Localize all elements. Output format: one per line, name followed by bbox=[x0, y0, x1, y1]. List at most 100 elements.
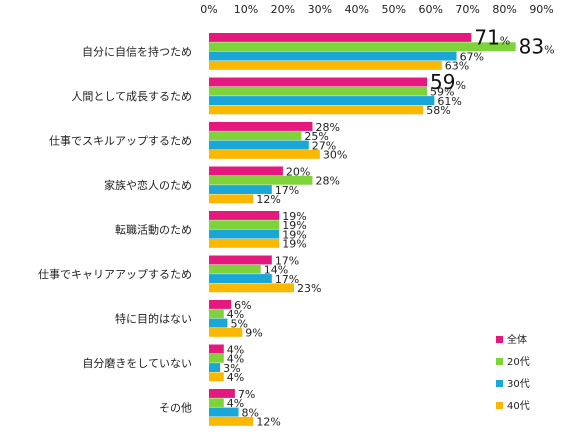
bar bbox=[209, 327, 243, 337]
category-label: 家族や恋人のため bbox=[104, 178, 192, 192]
bars bbox=[209, 33, 516, 426]
data-label: 19% bbox=[282, 219, 306, 232]
x-axis: 0% 10% 20% 30% 40% 50% 60% 70% 80% 90% bbox=[200, 3, 554, 16]
bar bbox=[209, 309, 224, 319]
data-label: 17% bbox=[275, 273, 299, 286]
bar bbox=[209, 149, 320, 159]
bar bbox=[209, 416, 254, 426]
legend-swatch bbox=[496, 380, 503, 387]
x-tick-label: 50% bbox=[382, 3, 406, 16]
data-label: 3% bbox=[223, 362, 240, 375]
bar bbox=[209, 344, 224, 354]
category-labels: 自分に自信を持つため人間として成長するため仕事でスキルアップするため家族や恋人の… bbox=[38, 45, 192, 415]
bar bbox=[209, 238, 280, 248]
data-label: 19% bbox=[282, 228, 306, 241]
bar bbox=[209, 363, 221, 372]
bar bbox=[209, 140, 309, 150]
legend-label: 20代 bbox=[507, 356, 530, 368]
x-tick-label: 10% bbox=[234, 3, 258, 16]
bar bbox=[209, 166, 283, 176]
data-label: 25% bbox=[304, 130, 328, 143]
data-label: 6% bbox=[234, 299, 251, 312]
category-label: 人間として成長するため bbox=[71, 90, 192, 103]
bar bbox=[209, 77, 428, 87]
x-tick-label: 70% bbox=[455, 3, 479, 16]
x-tick-label: 20% bbox=[271, 3, 295, 16]
data-label: 58% bbox=[426, 104, 450, 117]
data-label: 67% bbox=[460, 50, 484, 63]
data-label: 23% bbox=[297, 282, 321, 295]
bar bbox=[209, 220, 280, 230]
data-label: 19% bbox=[282, 238, 306, 251]
data-label: 27% bbox=[312, 139, 336, 152]
legend-swatch bbox=[496, 336, 503, 343]
data-label: 4% bbox=[227, 343, 244, 356]
bar bbox=[209, 229, 280, 239]
data-label: 71% bbox=[474, 25, 510, 49]
data-label: 8% bbox=[242, 406, 259, 419]
bar bbox=[209, 372, 224, 382]
data-label: 19% bbox=[282, 210, 306, 223]
legend: 全体 20代 30代 40代 bbox=[496, 333, 530, 412]
category-label: 仕事でスキルアップするため bbox=[49, 135, 192, 148]
data-label: 9% bbox=[245, 327, 262, 340]
category-label: 自分に自信を持つため bbox=[82, 45, 192, 59]
data-label: 59% bbox=[430, 70, 466, 94]
data-label: 28% bbox=[315, 175, 339, 188]
bar bbox=[209, 131, 302, 141]
x-tick-label: 40% bbox=[345, 3, 369, 16]
bar bbox=[209, 318, 228, 328]
bar bbox=[209, 86, 428, 96]
data-label: 59% bbox=[430, 86, 454, 99]
bar bbox=[209, 194, 254, 204]
data-label: 12% bbox=[256, 193, 280, 206]
bar bbox=[209, 96, 435, 105]
bar bbox=[209, 300, 232, 309]
category-label: 仕事でキャリアアップするため bbox=[38, 268, 192, 281]
data-label: 17% bbox=[275, 184, 299, 197]
data-labels: 71% 83%67%63%59%59%61%58%28%25%27%30%20%2… bbox=[223, 25, 555, 428]
bar bbox=[209, 51, 457, 61]
bar bbox=[209, 60, 442, 70]
data-label: 4% bbox=[227, 308, 244, 321]
x-tick-label: 30% bbox=[308, 3, 332, 16]
data-label: 12% bbox=[256, 416, 280, 429]
data-label: 4% bbox=[227, 371, 244, 384]
category-label: 特に目的はない bbox=[115, 312, 192, 326]
legend-label: 全体 bbox=[507, 333, 527, 346]
bar bbox=[209, 255, 272, 265]
x-tick-label: 60% bbox=[418, 3, 442, 16]
data-label: 83% bbox=[519, 35, 555, 59]
data-label: 4% bbox=[227, 353, 244, 366]
legend-label: 40代 bbox=[507, 400, 530, 412]
data-label: 61% bbox=[437, 95, 461, 108]
legend-swatch bbox=[496, 358, 503, 365]
bar bbox=[209, 175, 313, 185]
bar bbox=[209, 211, 280, 220]
x-tick-label: 80% bbox=[492, 3, 516, 16]
data-label: 63% bbox=[445, 60, 469, 73]
data-label: 14% bbox=[264, 264, 288, 277]
bar bbox=[209, 122, 313, 131]
bar bbox=[209, 42, 516, 52]
data-label: 20% bbox=[286, 165, 310, 178]
data-label: 5% bbox=[230, 317, 247, 330]
data-label: 7% bbox=[238, 388, 255, 401]
x-tick-label: 0% bbox=[200, 3, 217, 16]
data-label: 30% bbox=[323, 149, 347, 162]
bar bbox=[209, 274, 272, 283]
legend-label: 30代 bbox=[507, 378, 530, 390]
bar bbox=[209, 105, 424, 115]
category-label: 転職活動のため bbox=[115, 223, 192, 237]
bar bbox=[209, 398, 224, 408]
bar bbox=[209, 389, 235, 398]
bar bbox=[209, 353, 224, 363]
bar bbox=[209, 264, 261, 274]
bar bbox=[209, 283, 294, 293]
data-label: 17% bbox=[275, 254, 299, 267]
x-tick-label: 90% bbox=[529, 3, 553, 16]
data-label: 4% bbox=[227, 397, 244, 410]
bar bbox=[209, 185, 272, 194]
bar bbox=[209, 33, 472, 42]
